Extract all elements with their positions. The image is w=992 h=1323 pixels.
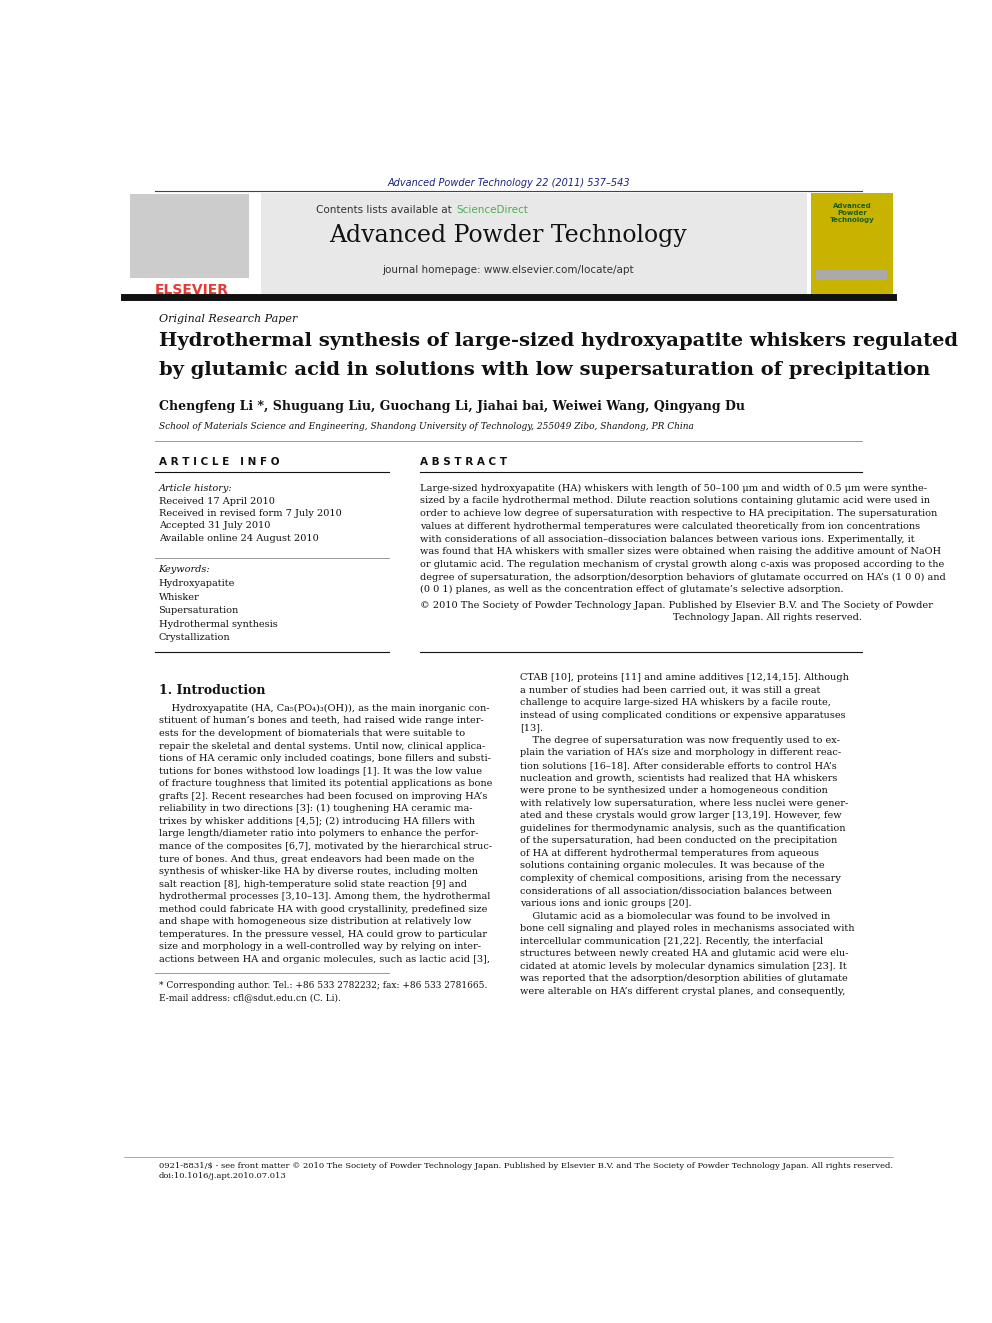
- Text: Article history:: Article history:: [159, 484, 232, 492]
- Text: by glutamic acid in solutions with low supersaturation of precipitation: by glutamic acid in solutions with low s…: [159, 361, 930, 380]
- Text: considerations of all association/dissociation balances between: considerations of all association/dissoc…: [520, 886, 832, 896]
- Text: doi:10.1016/j.apt.2010.07.013: doi:10.1016/j.apt.2010.07.013: [159, 1172, 287, 1180]
- Text: The degree of supersaturation was now frequently used to ex-: The degree of supersaturation was now fr…: [520, 736, 840, 745]
- Text: ests for the development of biomaterials that were suitable to: ests for the development of biomaterials…: [159, 729, 464, 738]
- Text: complexity of chemical compositions, arising from the necessary: complexity of chemical compositions, ari…: [520, 875, 841, 882]
- Text: various ions and ionic groups [20].: various ions and ionic groups [20].: [520, 900, 691, 908]
- Text: ELSEVIER: ELSEVIER: [155, 283, 228, 298]
- Text: tions of HA ceramic only included coatings, bone fillers and substi-: tions of HA ceramic only included coatin…: [159, 754, 490, 763]
- Text: were alterable on HA’s different crystal planes, and consequently,: were alterable on HA’s different crystal…: [520, 987, 845, 996]
- Text: a number of studies had been carried out, it was still a great: a number of studies had been carried out…: [520, 685, 820, 695]
- Text: [13].: [13].: [520, 724, 543, 733]
- Text: ture of bones. And thus, great endeavors had been made on the: ture of bones. And thus, great endeavors…: [159, 855, 474, 864]
- Text: Available online 24 August 2010: Available online 24 August 2010: [159, 533, 318, 542]
- Text: large length/diameter ratio into polymers to enhance the perfor-: large length/diameter ratio into polymer…: [159, 830, 478, 839]
- Text: cidated at atomic levels by molecular dynamics simulation [23]. It: cidated at atomic levels by molecular dy…: [520, 962, 847, 971]
- Text: method could fabricate HA with good crystallinity, predefined size: method could fabricate HA with good crys…: [159, 905, 487, 914]
- Text: Original Research Paper: Original Research Paper: [159, 315, 297, 324]
- Text: guidelines for thermodynamic analysis, such as the quantification: guidelines for thermodynamic analysis, s…: [520, 824, 845, 832]
- Text: Keywords:: Keywords:: [159, 565, 210, 574]
- Text: and shape with homogeneous size distribution at relatively low: and shape with homogeneous size distribu…: [159, 917, 471, 926]
- Text: * Corresponding author. Tel.: +86 533 2782232; fax: +86 533 2781665.: * Corresponding author. Tel.: +86 533 27…: [159, 982, 487, 990]
- Text: E-mail address: cfl@sdut.edu.cn (C. Li).: E-mail address: cfl@sdut.edu.cn (C. Li).: [159, 994, 340, 1003]
- Text: nucleation and growth, scientists had realized that HA whiskers: nucleation and growth, scientists had re…: [520, 774, 837, 782]
- Bar: [815, 270, 888, 280]
- Text: were prone to be synthesized under a homogeneous condition: were prone to be synthesized under a hom…: [520, 786, 827, 795]
- Text: Contents lists available at: Contents lists available at: [315, 205, 454, 214]
- Text: A R T I C L E   I N F O: A R T I C L E I N F O: [159, 456, 279, 467]
- Text: Hydrothermal synthesis of large-sized hydroxyapatite whiskers regulated: Hydrothermal synthesis of large-sized hy…: [159, 332, 957, 351]
- Text: degree of supersaturation, the adsorption/desorption behaviors of glutamate occu: degree of supersaturation, the adsorptio…: [420, 573, 945, 582]
- Text: challenge to acquire large-sized HA whiskers by a facile route,: challenge to acquire large-sized HA whis…: [520, 699, 831, 708]
- Text: School of Materials Science and Engineering, Shandong University of Technology, : School of Materials Science and Engineer…: [159, 422, 693, 431]
- Text: was reported that the adsorption/desorption abilities of glutamate: was reported that the adsorption/desorpt…: [520, 974, 848, 983]
- Text: salt reaction [8], high-temperature solid state reaction [9] and: salt reaction [8], high-temperature soli…: [159, 880, 466, 889]
- Text: Received in revised form 7 July 2010: Received in revised form 7 July 2010: [159, 509, 341, 519]
- Text: temperatures. In the pressure vessel, HA could grow to particular: temperatures. In the pressure vessel, HA…: [159, 930, 487, 939]
- Text: plain the variation of HA’s size and morphology in different reac-: plain the variation of HA’s size and mor…: [520, 749, 841, 758]
- Text: tion solutions [16–18]. After considerable efforts to control HA’s: tion solutions [16–18]. After considerab…: [520, 761, 836, 770]
- Text: stituent of human’s bones and teeth, had raised wide range inter-: stituent of human’s bones and teeth, had…: [159, 717, 483, 725]
- Text: mance of the composites [6,7], motivated by the hierarchical struc-: mance of the composites [6,7], motivated…: [159, 841, 492, 851]
- Text: Hydroxyapatite: Hydroxyapatite: [159, 579, 235, 589]
- Text: trixes by whisker additions [4,5]; (2) introducing HA fillers with: trixes by whisker additions [4,5]; (2) i…: [159, 816, 474, 826]
- Text: of HA at different hydrothermal temperatures from aqueous: of HA at different hydrothermal temperat…: [520, 849, 819, 857]
- Text: Advanced
Powder
Technology: Advanced Powder Technology: [829, 204, 874, 224]
- Text: repair the skeletal and dental systems. Until now, clinical applica-: repair the skeletal and dental systems. …: [159, 742, 485, 750]
- Text: journal homepage: www.elsevier.com/locate/apt: journal homepage: www.elsevier.com/locat…: [383, 265, 634, 275]
- Text: ated and these crystals would grow larger [13,19]. However, few: ated and these crystals would grow large…: [520, 811, 841, 820]
- Text: Crystallization: Crystallization: [159, 634, 230, 642]
- Text: sized by a facile hydrothermal method. Dilute reaction solutions containing glut: sized by a facile hydrothermal method. D…: [420, 496, 930, 505]
- Text: © 2010 The Society of Powder Technology Japan. Published by Elsevier B.V. and Th: © 2010 The Society of Powder Technology …: [420, 601, 932, 610]
- Text: Large-sized hydroxyapatite (HA) whiskers with length of 50–100 μm and width of 0: Large-sized hydroxyapatite (HA) whiskers…: [420, 484, 927, 493]
- Text: of the supersaturation, had been conducted on the precipitation: of the supersaturation, had been conduct…: [520, 836, 837, 845]
- Text: size and morphology in a well-controlled way by relying on inter-: size and morphology in a well-controlled…: [159, 942, 480, 951]
- Text: reliability in two directions [3]: (1) toughening HA ceramic ma-: reliability in two directions [3]: (1) t…: [159, 804, 472, 814]
- Text: order to achieve low degree of supersaturation with respective to HA precipitati: order to achieve low degree of supersatu…: [420, 509, 937, 519]
- Text: synthesis of whisker-like HA by diverse routes, including molten: synthesis of whisker-like HA by diverse …: [159, 867, 477, 876]
- Text: 1. Introduction: 1. Introduction: [159, 684, 265, 697]
- Bar: [130, 194, 249, 278]
- Text: CTAB [10], proteins [11] and amine additives [12,14,15]. Although: CTAB [10], proteins [11] and amine addit…: [520, 673, 849, 683]
- Text: Hydrothermal synthesis: Hydrothermal synthesis: [159, 619, 278, 628]
- Bar: [124, 193, 806, 296]
- Text: solutions containing organic molecules. It was because of the: solutions containing organic molecules. …: [520, 861, 824, 871]
- Text: Advanced Powder Technology: Advanced Powder Technology: [329, 224, 687, 247]
- Text: ScienceDirect: ScienceDirect: [456, 205, 528, 214]
- Text: with relatively low supersaturation, where less nuclei were gener-: with relatively low supersaturation, whe…: [520, 799, 848, 807]
- Text: grafts [2]. Recent researches had been focused on improving HA’s: grafts [2]. Recent researches had been f…: [159, 791, 487, 800]
- Text: Advanced Powder Technology 22 (2011) 537–543: Advanced Powder Technology 22 (2011) 537…: [387, 179, 630, 188]
- Text: intercellular communication [21,22]. Recently, the interfacial: intercellular communication [21,22]. Rec…: [520, 937, 823, 946]
- Text: Received 17 April 2010: Received 17 April 2010: [159, 497, 275, 505]
- Text: structures between newly created HA and glutamic acid were elu-: structures between newly created HA and …: [520, 949, 848, 958]
- Text: Glutamic acid as a biomolecular was found to be involved in: Glutamic acid as a biomolecular was foun…: [520, 912, 830, 921]
- Text: Technology Japan. All rights reserved.: Technology Japan. All rights reserved.: [673, 614, 862, 622]
- Text: (0 0 1) planes, as well as the concentration effect of glutamate’s selective ads: (0 0 1) planes, as well as the concentra…: [420, 585, 843, 594]
- Bar: [810, 193, 893, 296]
- Text: Hydroxyapatite (HA, Ca₅(PO₄)₃(OH)), as the main inorganic con-: Hydroxyapatite (HA, Ca₅(PO₄)₃(OH)), as t…: [159, 704, 489, 713]
- Text: with considerations of all association–dissociation balances between various ion: with considerations of all association–d…: [420, 534, 915, 544]
- Text: hydrothermal processes [3,10–13]. Among them, the hydrothermal: hydrothermal processes [3,10–13]. Among …: [159, 892, 490, 901]
- Text: 0921-8831/$ - see front matter © 2010 The Society of Powder Technology Japan. Pu: 0921-8831/$ - see front matter © 2010 Th…: [159, 1162, 893, 1170]
- Text: actions between HA and organic molecules, such as lactic acid [3],: actions between HA and organic molecules…: [159, 955, 490, 964]
- Text: A B S T R A C T: A B S T R A C T: [420, 456, 507, 467]
- Text: or glutamic acid. The regulation mechanism of crystal growth along c-axis was pr: or glutamic acid. The regulation mechani…: [420, 560, 944, 569]
- Text: instead of using complicated conditions or expensive apparatuses: instead of using complicated conditions …: [520, 710, 845, 720]
- Text: bone cell signaling and played roles in mechanisms associated with: bone cell signaling and played roles in …: [520, 925, 854, 933]
- Text: Chengfeng Li *, Shuguang Liu, Guochang Li, Jiahai bai, Weiwei Wang, Qingyang Du: Chengfeng Li *, Shuguang Liu, Guochang L…: [159, 400, 745, 413]
- Text: Whisker: Whisker: [159, 593, 199, 602]
- Text: values at different hydrothermal temperatures were calculated theoretically from: values at different hydrothermal tempera…: [420, 521, 921, 531]
- Text: Accepted 31 July 2010: Accepted 31 July 2010: [159, 521, 270, 531]
- Text: of fracture toughness that limited its potential applications as bone: of fracture toughness that limited its p…: [159, 779, 492, 789]
- Bar: [124, 193, 261, 296]
- Text: tutions for bones withstood low loadings [1]. It was the low value: tutions for bones withstood low loadings…: [159, 766, 481, 775]
- Text: Supersaturation: Supersaturation: [159, 606, 239, 615]
- Text: was found that HA whiskers with smaller sizes were obtained when raising the add: was found that HA whiskers with smaller …: [420, 548, 941, 556]
